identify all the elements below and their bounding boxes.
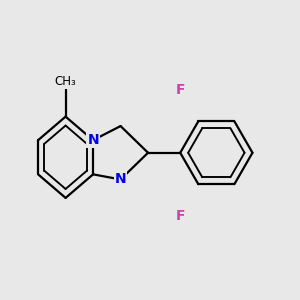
- Text: N: N: [115, 172, 126, 186]
- Text: F: F: [176, 208, 185, 223]
- Text: CH₃: CH₃: [55, 75, 76, 88]
- Text: F: F: [176, 83, 185, 97]
- Text: N: N: [87, 133, 99, 147]
